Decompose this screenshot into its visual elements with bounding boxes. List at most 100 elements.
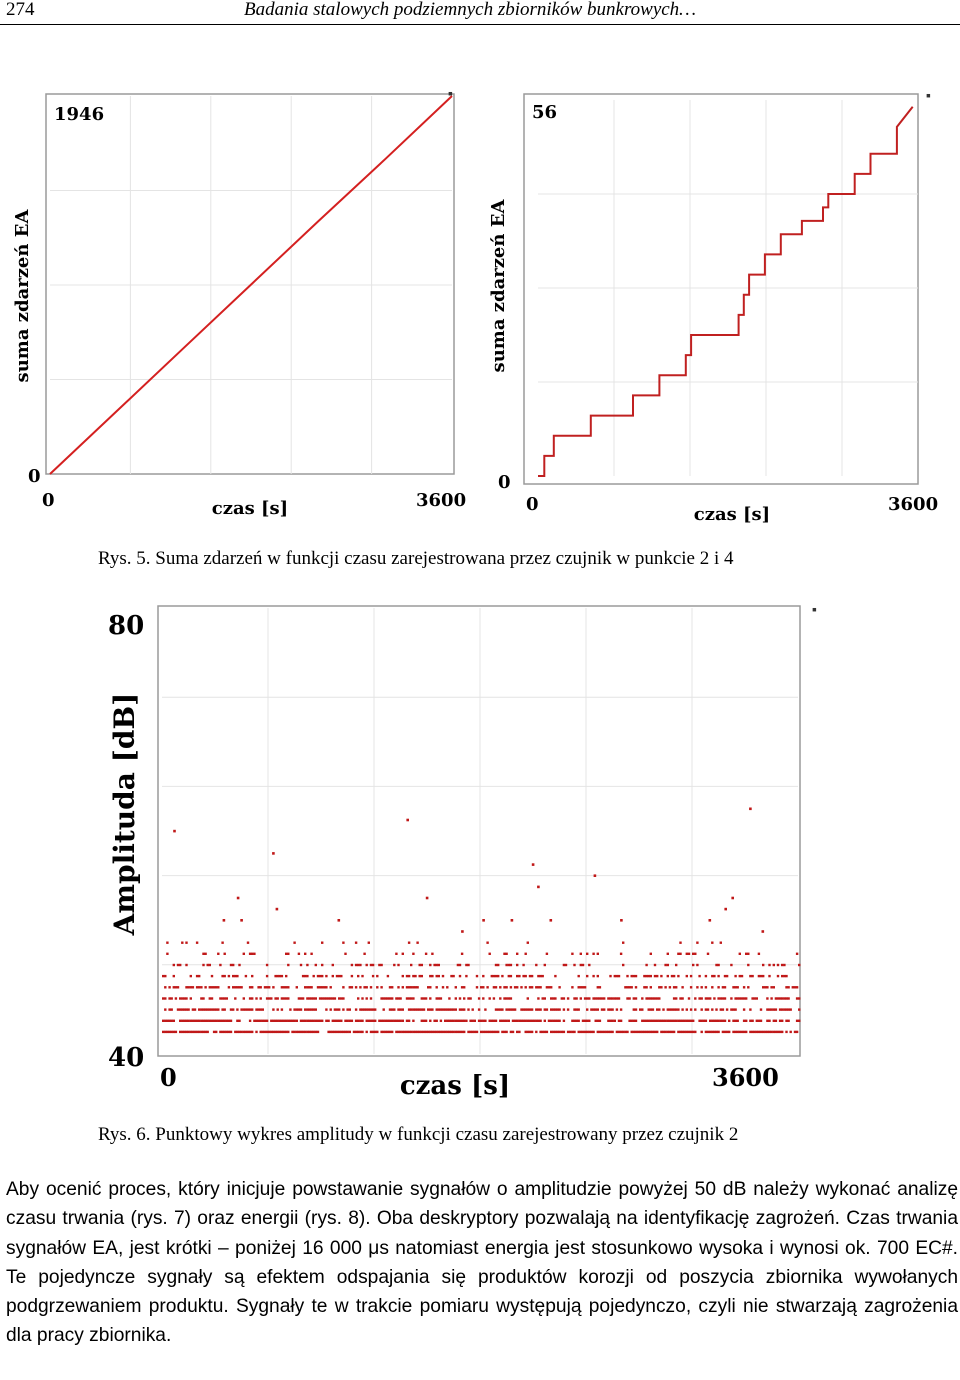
data-point [685,1019,688,1022]
data-point [488,1019,491,1022]
data-point [314,963,317,967]
data-point [772,963,775,967]
data-point [556,1030,559,1034]
data-point [560,1030,563,1034]
data-point [463,1008,466,1011]
data-point [172,963,175,967]
data-point [785,997,788,1000]
data-point [672,997,676,1000]
data-point [276,974,279,978]
data-point [371,1030,375,1034]
data-point [376,974,379,978]
data-point [198,974,201,978]
data-point [251,1030,254,1034]
data-point [232,1008,235,1011]
data-point [261,1008,264,1011]
data-point [700,1019,703,1022]
data-point [685,1008,688,1011]
data-point [588,1019,591,1022]
data-point [594,1019,597,1022]
data-point [202,1019,205,1022]
data-point [314,1008,317,1011]
data-point [272,986,275,989]
data-point [371,963,375,967]
data-point [268,1030,271,1034]
data-point [520,1019,523,1022]
data-point [308,986,311,989]
data-point [354,963,358,967]
data-point [380,1030,383,1034]
data-point [321,974,324,978]
data-point [255,1030,258,1034]
data-point [675,986,678,989]
data-point [747,952,750,955]
data-point [401,986,404,989]
data-point [456,1030,460,1034]
data-point [480,1019,483,1022]
data-point [562,963,566,967]
data-point [399,997,402,1000]
data-point [340,1030,343,1034]
data-point [541,974,544,978]
data-point [486,986,489,989]
data-point [257,1008,260,1011]
data-point [420,1030,423,1034]
y-max-label: 80 [108,611,144,641]
data-point [350,1019,354,1022]
data-point [412,1030,415,1034]
data-point [179,1008,182,1011]
data-point [259,986,262,989]
data-point [236,986,239,989]
data-point [772,1030,775,1034]
data-point [624,1030,627,1034]
data-point [670,1008,674,1011]
data-point [463,986,466,989]
data-point [588,997,591,1000]
data-point [550,986,553,989]
data-point [535,986,538,989]
data-point [185,986,188,989]
data-point [499,1008,502,1011]
data-point [179,1030,182,1034]
data-point [658,1008,661,1011]
y-min-label: 0 [28,466,41,487]
data-point [278,1030,281,1034]
data-point [649,986,652,989]
data-point [709,997,712,1000]
data-point [518,974,521,978]
data-point [301,974,305,978]
data-point [365,1030,368,1034]
data-point [454,1008,457,1011]
data-point [240,919,243,922]
data-point [505,1019,508,1022]
data-point [713,997,716,1000]
data-point [331,963,334,967]
data-point [617,974,621,978]
data-point [414,1030,417,1034]
data-point [768,1019,771,1022]
data-point [554,997,557,1000]
data-point [460,952,464,955]
data-point [380,986,383,989]
data-point [458,974,462,978]
data-point [357,997,360,1000]
data-point [225,1019,228,1022]
data-point [664,963,667,967]
data-point [407,941,411,944]
data-point [301,1030,305,1034]
data-point [338,997,341,1000]
data-point [354,941,358,944]
data-point [596,1008,599,1011]
data-point [234,986,237,989]
data-point [554,1008,557,1011]
data-point [321,941,324,944]
y-min-label: 0 [498,472,511,493]
data-point [206,1019,209,1022]
data-point [539,1030,542,1034]
data-point [653,997,657,1000]
data-point [179,997,182,1000]
data-point [753,1030,756,1034]
data-point [450,1019,453,1022]
data-point [287,997,290,1000]
data-point [619,1030,623,1034]
